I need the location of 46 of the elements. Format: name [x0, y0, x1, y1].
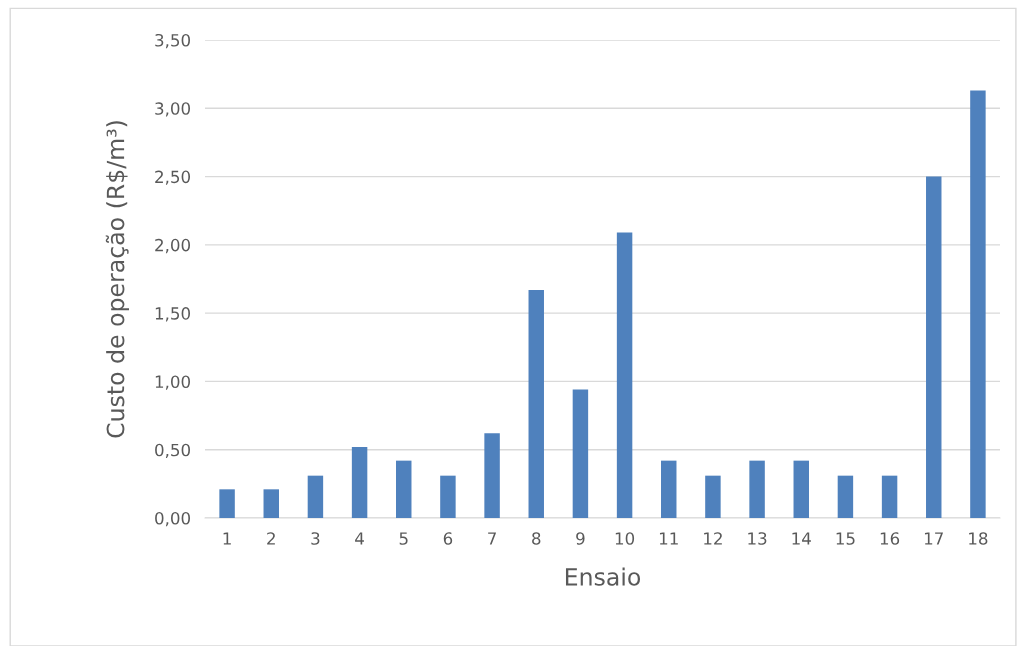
y-tick-label: 0,50	[155, 443, 190, 458]
y-tick-label: 1,00	[155, 375, 190, 390]
x-tick-label: 14	[792, 532, 811, 545]
x-tick-label: 16	[880, 532, 900, 545]
bar	[793, 460, 809, 518]
x-tick-label: 5	[399, 532, 408, 545]
x-tick-label: 11	[659, 532, 678, 545]
bar	[970, 90, 986, 518]
bar	[837, 475, 854, 518]
bar	[440, 475, 456, 518]
y-tick-label: 3,00	[155, 102, 190, 117]
bar	[881, 475, 898, 518]
bar	[263, 489, 279, 518]
bar	[307, 475, 324, 518]
bar	[749, 460, 765, 518]
x-tick-label: 3	[311, 532, 320, 545]
bar	[219, 489, 235, 518]
x-tick-label: 4	[355, 532, 364, 545]
bar	[926, 176, 942, 518]
bar	[396, 460, 412, 518]
bar	[616, 232, 633, 518]
y-tick-label: 3,50	[155, 33, 190, 49]
x-tick-label: 17	[924, 532, 943, 545]
x-tick-label: 12	[704, 532, 722, 545]
y-tick-label: 1,50	[155, 307, 190, 322]
bar	[528, 289, 544, 518]
bar	[661, 460, 677, 518]
bar	[572, 389, 589, 518]
bar	[351, 446, 368, 518]
bar	[705, 475, 721, 518]
x-tick-label: 10	[615, 532, 635, 545]
x-axis-title: Ensaio	[565, 567, 641, 586]
x-tick-label: 6	[443, 532, 453, 545]
x-tick-label: 13	[748, 532, 767, 545]
x-tick-label: 7	[488, 532, 496, 545]
x-tick-label: 2	[267, 532, 275, 545]
y-tick-label: 2,00	[155, 238, 190, 254]
y-axis-title: Custo de operação (R$/m³)	[105, 121, 129, 438]
x-tick-label: 9	[576, 532, 585, 545]
x-tick-label: 8	[532, 532, 541, 545]
y-tick-label: 2,50	[155, 170, 190, 185]
x-tick-label: 18	[969, 532, 988, 545]
x-tick-label: 1	[223, 532, 231, 545]
bar	[484, 433, 500, 518]
y-tick-label: 0,00	[155, 511, 190, 527]
x-tick-label: 15	[836, 532, 855, 545]
